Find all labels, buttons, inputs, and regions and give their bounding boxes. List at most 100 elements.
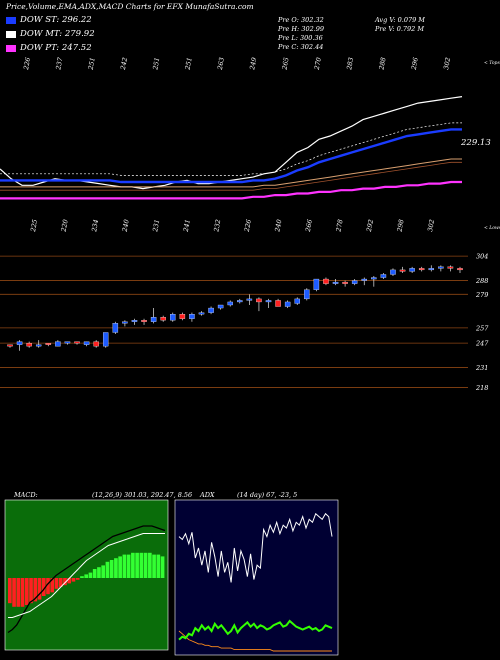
macd-histogram-bar <box>118 556 122 578</box>
candle-body <box>16 341 23 345</box>
candle-body <box>351 280 358 284</box>
macd-histogram-bar <box>126 554 131 578</box>
candle-body <box>45 343 52 345</box>
candle-body <box>55 341 61 347</box>
candle-body <box>74 341 80 344</box>
price-axis-label: 257 <box>475 324 489 332</box>
ema-mid-line <box>0 158 462 188</box>
macd-histogram-bar <box>12 578 16 607</box>
bottom-right-tag: < Lows <box>484 225 500 231</box>
quote-low: Pre L: 300.36 <box>278 34 323 42</box>
candle-body <box>275 300 281 307</box>
candle-body <box>227 301 233 306</box>
macd-histogram-bar <box>16 578 21 607</box>
macd-line <box>7 525 166 634</box>
ema-dashed-line <box>0 122 462 176</box>
adx-label: ADX <box>200 491 215 499</box>
candle-body <box>246 298 253 301</box>
adx-line <box>178 512 333 583</box>
candle-body <box>390 269 396 275</box>
legend-dow-mt: DOW MT: 279.92 <box>6 29 95 39</box>
top-label: 226 <box>22 57 32 72</box>
top-label: 249 <box>248 57 258 72</box>
top-label: 251 <box>151 57 161 72</box>
candle-body <box>160 317 166 321</box>
macd-histogram-bar <box>75 578 80 580</box>
macd-histogram-bar <box>20 578 25 607</box>
candle-body <box>313 278 320 290</box>
macd-histogram-bar <box>41 578 46 596</box>
candle-body <box>323 278 329 284</box>
candle-body <box>237 300 243 303</box>
candle-body <box>380 274 387 278</box>
candle-body <box>399 269 406 272</box>
price-axis-label: 304 <box>476 253 488 261</box>
price-axis-label: 231 <box>475 364 488 372</box>
macd-histogram-bar <box>33 578 38 602</box>
candle-body <box>189 314 195 319</box>
macd-histogram-bar <box>88 572 93 578</box>
adx-panel-bg <box>174 499 339 656</box>
candle-body <box>447 266 454 269</box>
top-label: 265 <box>280 57 290 72</box>
top-label: 251 <box>183 57 193 72</box>
candle-body <box>428 268 435 271</box>
candle-body <box>150 317 157 322</box>
candle-body <box>170 314 176 321</box>
macd-histogram-bar <box>8 578 12 604</box>
macd-histogram-bar <box>160 556 165 578</box>
macd-histogram-bar <box>37 578 42 600</box>
macd-histogram-bar <box>139 552 144 578</box>
candle-body <box>332 281 339 284</box>
candle-body <box>409 268 415 272</box>
bottom-label: 232 <box>212 219 222 234</box>
legend-label-mt: DOW MT: 279.92 <box>20 29 95 39</box>
quote-avg-volume: Avg V: 0.079 M <box>375 16 425 24</box>
candle-body <box>217 304 224 309</box>
quote-close: Pre C: 302.44 <box>278 43 324 51</box>
macd-histogram-bar <box>156 554 161 578</box>
candle-body <box>93 341 99 347</box>
quote-open: Pre O: 302.32 <box>278 16 324 24</box>
top-label: 288 <box>377 57 387 72</box>
bottom-label: 241 <box>182 219 192 234</box>
quote-high: Pre H: 302.99 <box>278 25 325 33</box>
bottom-label: 302 <box>426 219 436 233</box>
candle-body <box>198 312 205 315</box>
macd-histogram-bar <box>122 554 127 578</box>
ema-fast-line <box>0 128 462 184</box>
candle-body <box>265 300 272 303</box>
macd-histogram-bar <box>101 565 105 578</box>
macd-histogram-bar <box>92 569 97 578</box>
candle-body <box>7 344 13 347</box>
top-label: 302 <box>442 57 452 71</box>
macd-histogram-bar <box>67 578 72 584</box>
top-right-tag: < Tops <box>484 60 500 66</box>
top-label: 242 <box>119 57 129 72</box>
legend-swatch-st-icon <box>6 16 16 24</box>
signal-line <box>8 533 165 618</box>
bottom-label: 292 <box>365 219 375 234</box>
macd-histogram-bar <box>71 578 76 582</box>
legend-label-st: DOW ST: 296.22 <box>20 15 92 25</box>
candle-body <box>438 266 444 269</box>
legend-swatch-mt-icon <box>6 30 16 38</box>
macd-histogram-bar <box>135 552 139 578</box>
macd-histogram-bar <box>63 578 67 586</box>
candle-body <box>141 320 147 322</box>
candle-body <box>26 343 32 347</box>
candle-body <box>112 323 119 333</box>
macd-value: (12,26,9) 301.03, 292.47, 8.56 <box>92 491 193 499</box>
macd-histogram-bar <box>131 552 135 578</box>
top-label: 237 <box>54 56 64 71</box>
legend-swatch-pt-icon <box>6 44 16 52</box>
candle-body <box>122 321 128 324</box>
macd-histogram-bar <box>50 578 55 593</box>
candle-body <box>131 320 138 322</box>
plus-di-line <box>178 619 333 641</box>
bottom-label: 220 <box>59 219 69 234</box>
macd-histogram-bar <box>109 560 114 578</box>
legend-dow-st: DOW ST: 296.22 <box>6 15 92 25</box>
macd-histogram-bar <box>114 558 118 578</box>
adx-value: (14 day) 67, -23, 5 <box>237 491 298 499</box>
